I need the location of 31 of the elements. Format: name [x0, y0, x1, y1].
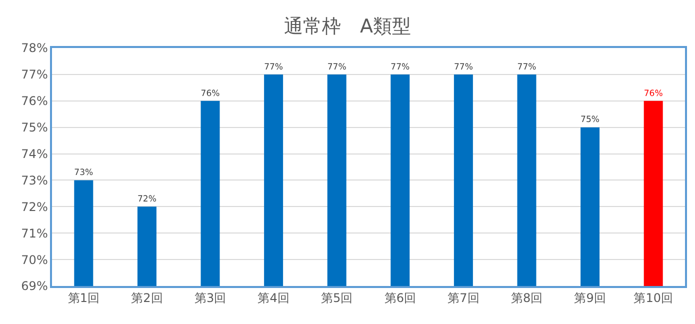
y-tick-label: 77%: [21, 68, 48, 82]
data-label: 77%: [264, 62, 284, 72]
x-tick-label: 第5回: [321, 291, 353, 306]
y-tick-label: 76%: [21, 94, 48, 108]
y-tick-label: 72%: [21, 200, 48, 214]
x-tick-label: 第9回: [574, 291, 606, 306]
x-tick-label: 第1回: [68, 291, 100, 306]
data-label: 77%: [390, 62, 410, 72]
data-label: 76%: [200, 88, 220, 99]
data-label: 75%: [580, 115, 600, 126]
data-label: 77%: [454, 62, 473, 72]
y-tick-label: 75%: [21, 120, 48, 135]
y-tick-label: 70%: [21, 252, 48, 267]
x-tick-label: 第3回: [194, 291, 226, 306]
x-tick-label: 第7回: [448, 291, 480, 306]
x-tick-label: 第8回: [510, 291, 543, 306]
data-label: 72%: [137, 194, 156, 205]
y-tick-label: 71%: [21, 226, 48, 240]
y-tick-label: 74%: [21, 146, 48, 161]
data-label: 77%: [327, 62, 346, 72]
data-label: 73%: [74, 168, 94, 178]
data-label: 77%: [517, 62, 536, 72]
x-tick-label: 第6回: [384, 291, 416, 306]
x-tick-label: 第4回: [258, 291, 290, 306]
y-tick-label: 78%: [21, 41, 48, 56]
y-tick-label: 69%: [21, 279, 48, 294]
x-tick-label: 第10回: [634, 291, 673, 306]
chart-title: 通常枠 A類型: [284, 16, 411, 38]
y-tick-label: 73%: [21, 173, 48, 188]
data-label: 76%: [644, 88, 663, 99]
x-tick-label: 第2回: [131, 291, 163, 306]
